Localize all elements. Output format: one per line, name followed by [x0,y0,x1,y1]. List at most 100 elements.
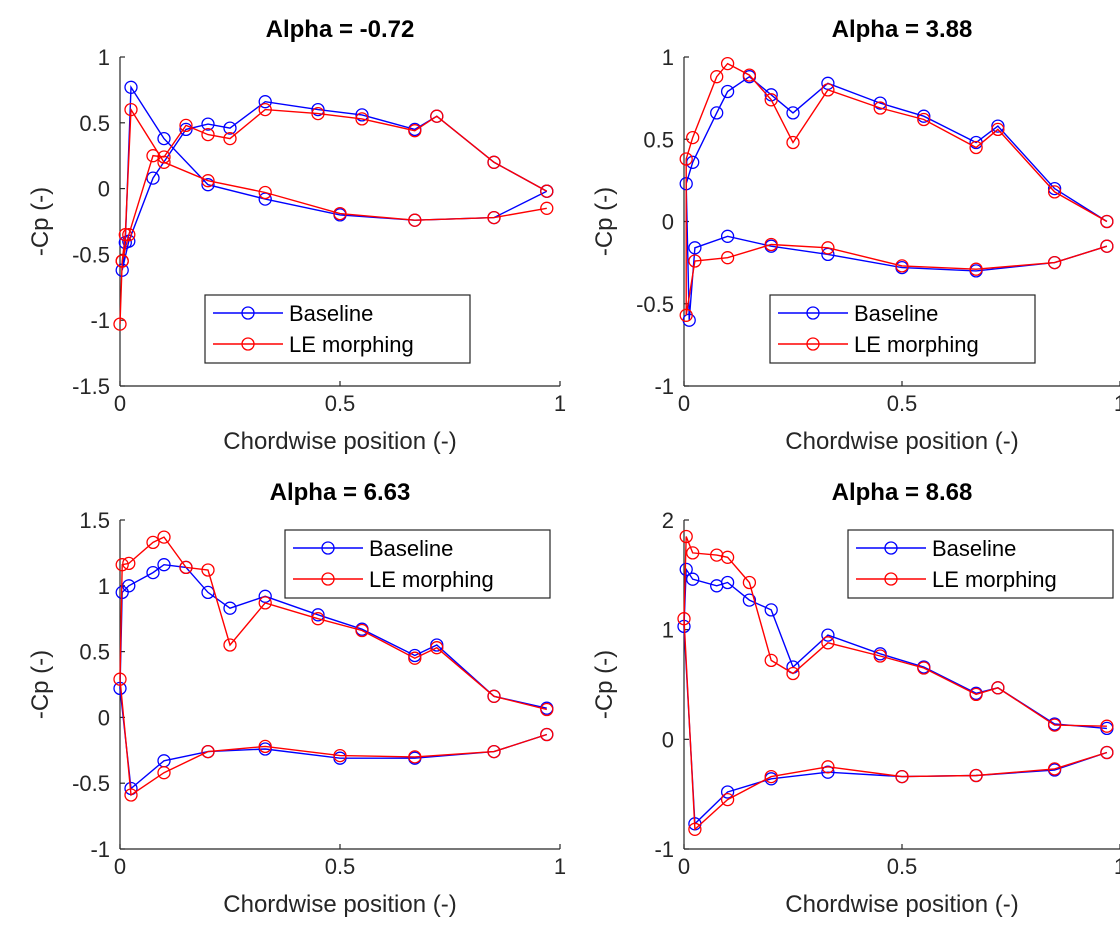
data-point [969,140,983,155]
subplot-1: 0 0.5 1 -1.5 -1 -0.5 0 0.5 1 Alpha = -0.72 Chordwi… [27,16,566,455]
data-point [430,641,444,655]
legend: Baseline LE morphing [204,294,471,364]
data-point [408,651,422,665]
data-point [223,121,237,135]
data-point [873,96,887,110]
y-tick-label: 1 [662,45,674,70]
data-point [223,131,237,146]
data-point [1047,255,1062,270]
data-point [710,106,724,120]
data-point [764,603,778,617]
data-point [258,185,272,200]
series-le-morphing [679,56,1114,322]
y-tick-label: 1.5 [79,508,110,533]
data-point [122,579,136,593]
data-point [179,122,193,137]
legend: Baseline LE morphing [847,529,1114,599]
x-tick-label: 0 [114,854,126,879]
data-point [1047,185,1062,199]
data-point [1100,745,1114,760]
data-point [201,178,215,192]
y-tick-label: 0 [98,705,110,730]
series-line [683,567,1108,826]
data-point [764,93,778,107]
data-point [487,155,501,169]
data-point [540,702,554,717]
data-point [157,558,171,572]
legend-label-le-morphing: LE morphing [854,332,979,357]
data-point [786,106,800,120]
data-point [917,661,931,675]
data-point [355,112,369,126]
data-point [710,70,724,84]
data-point [991,681,1005,695]
data-point [157,530,171,544]
data-point [1047,718,1062,732]
data-point [311,608,325,622]
series-line [119,107,548,325]
data-point [969,262,983,276]
data-point [720,84,735,99]
data-point [686,546,700,560]
y-tick-label: 0 [662,210,674,235]
y-tick-label: 0.5 [643,127,674,152]
legend: Baseline LE morphing [769,294,1036,364]
x-tick-label: 0 [678,854,690,879]
data-point [223,638,237,652]
data-point [917,112,931,127]
data-point [115,254,129,268]
data-point [333,206,347,221]
x-tick-label: 0.5 [887,391,918,416]
data-point [146,149,160,163]
data-point [764,769,778,784]
data-point [764,237,778,252]
data-point [408,213,422,227]
data-point [679,308,693,322]
x-tick-label: 0.5 [325,854,356,879]
legend-label-le-morphing: LE morphing [369,567,494,592]
x-axis-label: Chordwise position (-) [785,428,1018,455]
legend-marker-le-morphing [806,337,820,351]
y-tick-label: 0 [98,177,110,202]
legend-marker-baseline [321,541,335,555]
series-line [685,75,1108,321]
data-point [201,174,215,188]
legend-label-baseline: Baseline [854,301,938,326]
legend-label-baseline: Baseline [932,536,1016,561]
legend-box [769,294,1036,364]
data-point [720,575,735,590]
data-point [201,117,215,131]
series-line [683,536,1108,831]
y-tick-label: -1 [90,308,110,333]
data-point [115,558,129,572]
series-baseline [679,70,1114,327]
data-point [124,788,138,802]
data-point [917,109,931,123]
series-le-morphing [113,102,554,331]
data-point [157,131,171,146]
data-point [201,563,215,577]
y-tick-label: 0 [662,727,674,752]
data-point [430,109,444,123]
x-tick-label: 0.5 [325,391,356,416]
data-point [821,760,835,774]
subplot-2: 0 0.5 1 -1 -0.5 0 0.5 1 Alpha = 3.88 Chordwise po… [591,16,1120,455]
data-point [688,254,702,268]
y-tick-label: -1 [90,837,110,862]
x-axis-label: Chordwise position (-) [785,891,1018,918]
data-point [408,124,422,138]
legend-marker-le-morphing [321,572,335,586]
data-point [201,744,215,759]
data-point [679,152,693,166]
legend-label-baseline: Baseline [369,536,453,561]
data-point [311,102,325,117]
chart-title: Alpha = 8.68 [832,479,973,506]
data-point [118,228,132,242]
data-point [821,628,835,642]
y-tick-label: -1 [654,837,674,862]
data-point [311,106,325,121]
data-point [157,150,171,164]
legend-marker-baseline [884,541,898,555]
data-point [124,102,138,117]
